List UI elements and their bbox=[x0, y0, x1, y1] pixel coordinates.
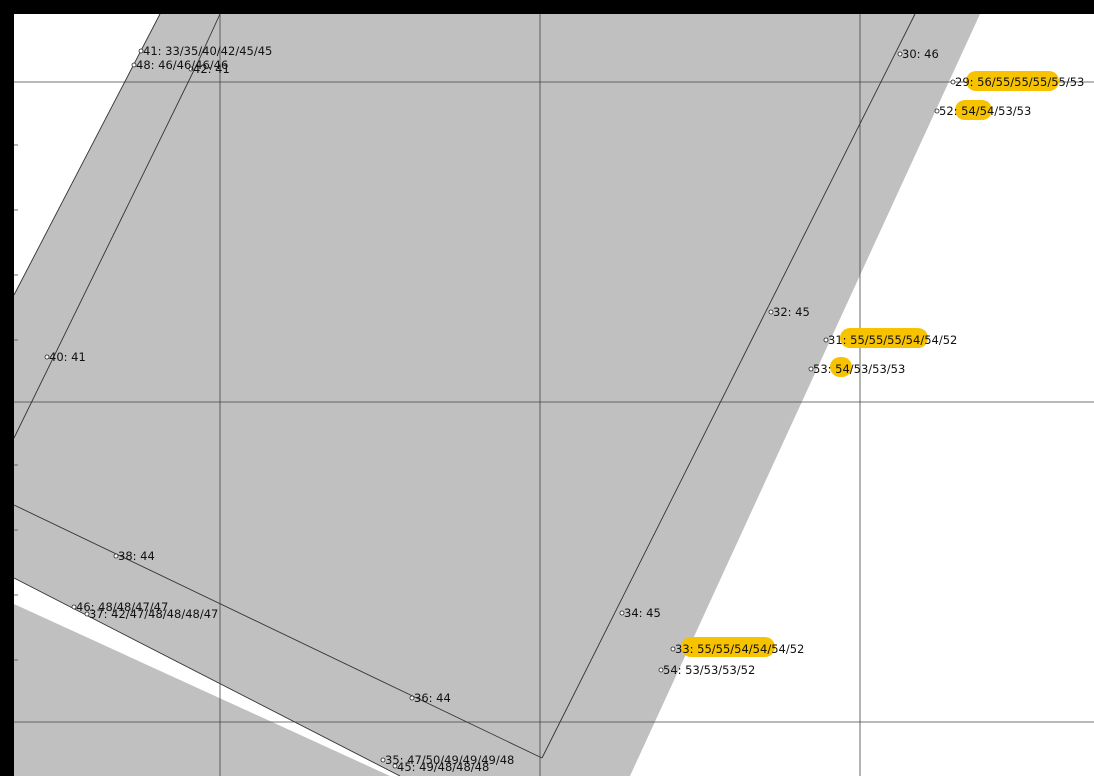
label-46[interactable]: 46: 48/48/47/47 bbox=[76, 600, 168, 614]
label-34[interactable]: 34: 45 bbox=[624, 606, 661, 620]
label-33[interactable]: 33: 55/55/54/54/54/52 bbox=[675, 642, 804, 656]
label-48[interactable]: 48: 46/46/46/46 bbox=[136, 58, 228, 72]
label-45[interactable]: 45: 49/48/48/48 bbox=[397, 760, 489, 774]
label-31[interactable]: 31: 55/55/55/54/54/52 bbox=[828, 333, 957, 347]
label-40[interactable]: 40: 41 bbox=[49, 350, 86, 364]
label-30[interactable]: 30: 46 bbox=[902, 47, 939, 61]
label-32[interactable]: 32: 45 bbox=[773, 305, 810, 319]
highlights bbox=[681, 71, 1059, 657]
left-ruler bbox=[14, 144, 18, 661]
label-52[interactable]: 52: 54/54/53/53 bbox=[939, 104, 1031, 118]
map-grid bbox=[14, 14, 1094, 776]
parcel-main bbox=[14, 14, 980, 776]
map-labels: 41: 33/35/40/42/45/45 48: 46/46/46/46 42… bbox=[49, 44, 1084, 774]
label-35[interactable]: 35: 47/50/49/49/49/48 bbox=[385, 753, 514, 767]
label-41[interactable]: 41: 33/35/40/42/45/45 bbox=[143, 44, 272, 58]
label-37[interactable]: 37: 42/47/48/48/48/47 bbox=[89, 607, 218, 621]
label-54[interactable]: 54: 53/53/53/52 bbox=[663, 663, 755, 677]
label-36[interactable]: 36: 44 bbox=[414, 691, 451, 705]
label-53[interactable]: 53: 54/53/53/53 bbox=[813, 362, 905, 376]
parcel-boundaries bbox=[13, 13, 916, 776]
label-29[interactable]: 29: 56/55/55/55/55/53 bbox=[955, 75, 1084, 89]
point-markers bbox=[44, 48, 956, 769]
label-38[interactable]: 38: 44 bbox=[118, 549, 155, 563]
parcel-lower bbox=[26, 632, 380, 776]
label-42[interactable]: 42: 41 bbox=[193, 62, 230, 76]
